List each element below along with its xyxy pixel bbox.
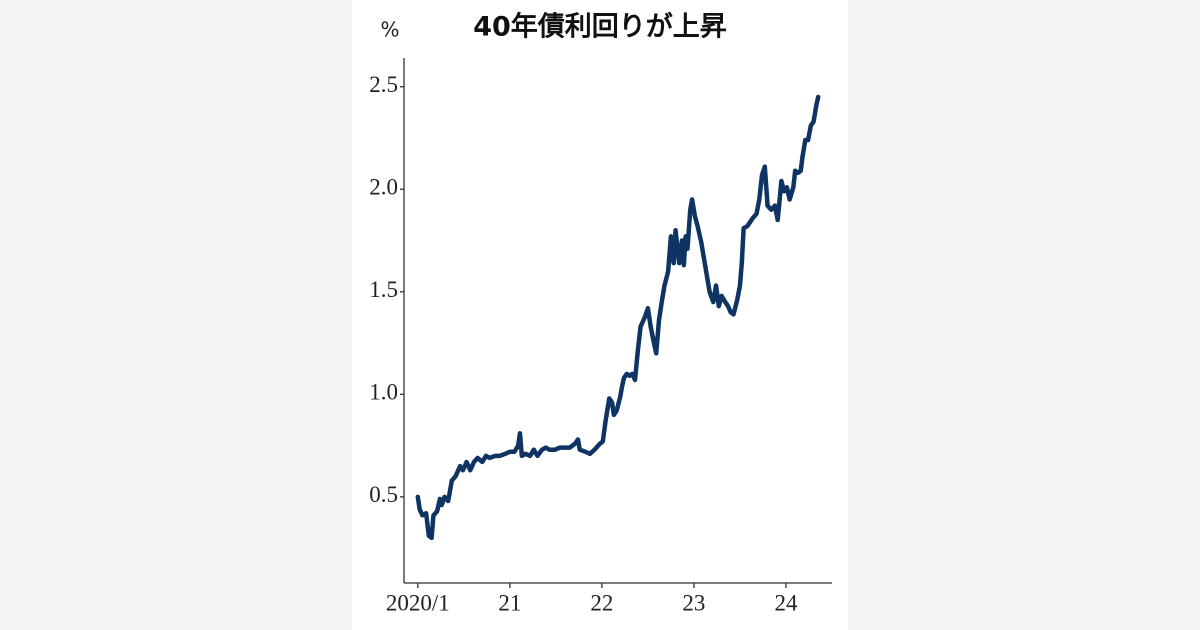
y-tick-label: 1.0 bbox=[369, 380, 398, 405]
y-tick-label: 2.0 bbox=[369, 175, 398, 200]
y-tick-label: 1.5 bbox=[369, 277, 398, 302]
x-tick-label: 21 bbox=[498, 590, 521, 615]
y-unit: % bbox=[380, 18, 399, 42]
x-tick-label: 2020/1 bbox=[386, 590, 450, 615]
chart-panel bbox=[352, 0, 848, 630]
y-tick-label: 2.5 bbox=[369, 72, 398, 97]
chart-title: 40年債利回りが上昇 bbox=[473, 11, 727, 43]
y-tick-label: 0.5 bbox=[369, 482, 398, 507]
x-tick-label: 24 bbox=[774, 590, 798, 615]
x-tick-label: 22 bbox=[590, 590, 613, 615]
x-tick-label: 23 bbox=[682, 590, 705, 615]
data-line bbox=[415, 94, 821, 541]
